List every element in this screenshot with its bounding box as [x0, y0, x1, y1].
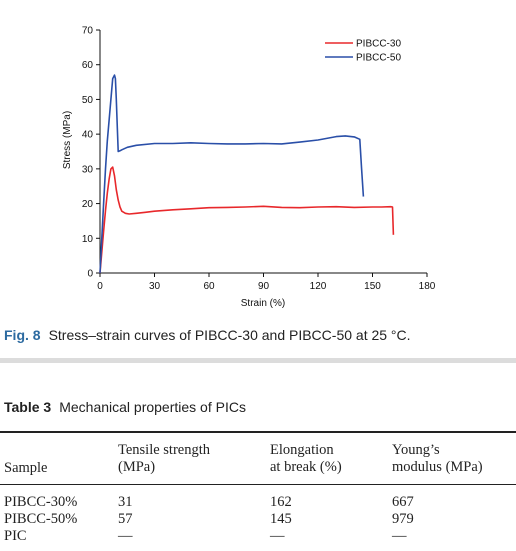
- table-header-cell: at break (%): [270, 459, 342, 475]
- y-tick-label: 30: [82, 164, 94, 175]
- section-divider: [0, 358, 516, 363]
- table-title: Table 3 Mechanical properties of PICs: [4, 399, 246, 415]
- table-header-cell: Sample: [4, 460, 48, 476]
- x-tick-label: 90: [258, 281, 270, 292]
- series-line-pibcc-30: [99, 166, 395, 274]
- chart-series: [99, 74, 395, 274]
- y-tick-label: 70: [82, 26, 94, 37]
- table-header-cell: modulus (MPa): [392, 459, 483, 475]
- table-title-text: Mechanical properties of PICs: [59, 399, 246, 415]
- y-tick-label: 10: [82, 234, 94, 245]
- x-axis-label: Strain (%): [241, 298, 285, 309]
- legend-label: PIBCC-50: [356, 53, 401, 64]
- y-tick-label: 50: [82, 95, 94, 106]
- table-cell: 31: [118, 494, 133, 510]
- table-cell: 145: [270, 511, 292, 527]
- chart-ticks: 0 10 20 30 40 50 60 70 0 30 60 90 120 150 180: [82, 26, 436, 293]
- table-header-cell: Tensile strength: [118, 442, 211, 458]
- x-tick-label: 180: [419, 281, 436, 292]
- table-cell: 667: [392, 494, 414, 510]
- table-cell: 979: [392, 511, 414, 527]
- table-label: Table 3: [4, 399, 52, 415]
- table-cell: —: [270, 528, 285, 544]
- x-tick-label: 120: [310, 281, 327, 292]
- table-cell: 57: [118, 511, 133, 527]
- chart-legend: PIBCC-30 PIBCC-50: [325, 39, 401, 64]
- figure-label: Fig. 8: [4, 327, 41, 343]
- table-cell: 162: [270, 494, 292, 510]
- stress-strain-chart: 0 10 20 30 40 50 60 70 0 30 60 90 120 150 180 PIBCC-30…: [62, 26, 436, 310]
- table-header-rule: [0, 484, 516, 485]
- table-cell: —: [392, 528, 407, 544]
- table-cell: PIC: [4, 528, 27, 544]
- table-header-cell: Young’s: [392, 442, 440, 458]
- figure-caption-text: Stress–strain curves of PIBCC-30 and PIB…: [48, 327, 411, 343]
- y-tick-label: 40: [82, 130, 94, 141]
- y-tick-label: 60: [82, 60, 94, 71]
- x-tick-label: 150: [364, 281, 381, 292]
- table-cell: PIBCC-30%: [4, 494, 78, 510]
- figure-caption: Fig. 8 Stress–strain curves of PIBCC-30 a…: [4, 327, 411, 343]
- y-tick-label: 20: [82, 199, 94, 210]
- legend-label: PIBCC-30: [356, 39, 401, 50]
- table-cell: —: [118, 528, 133, 544]
- series-line-pibcc-50: [99, 74, 365, 274]
- y-axis-label: Stress (MPa): [62, 111, 73, 169]
- chart-axes: [99, 30, 427, 274]
- table-header-cell: (MPa): [118, 459, 156, 475]
- x-tick-label: 30: [149, 281, 161, 292]
- y-tick-label: 0: [87, 269, 93, 280]
- x-tick-label: 0: [97, 281, 103, 292]
- table-cell: PIBCC-50%: [4, 511, 78, 527]
- table-header-cell: Elongation: [270, 442, 334, 458]
- x-tick-label: 60: [203, 281, 215, 292]
- table-top-rule: [0, 431, 516, 433]
